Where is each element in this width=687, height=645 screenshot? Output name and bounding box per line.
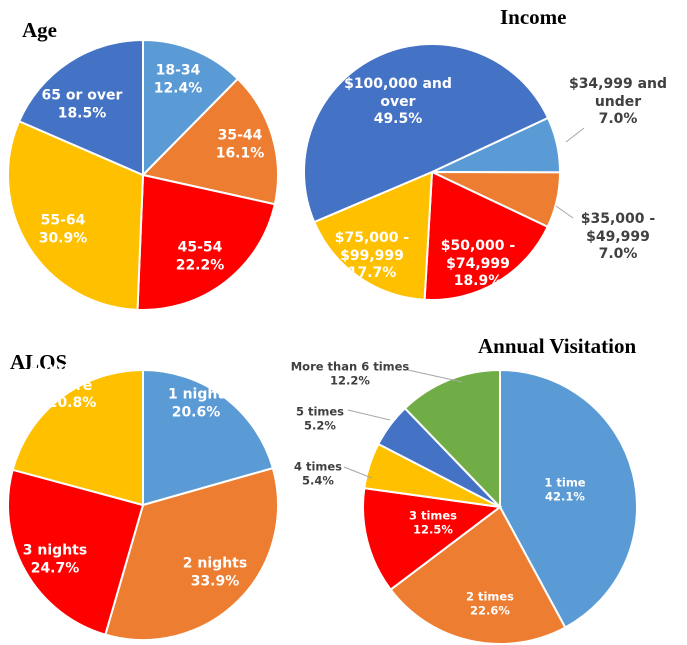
pie-slice xyxy=(403,368,501,510)
slice-label: 35-44 16.1% xyxy=(205,128,275,163)
pie-slice xyxy=(303,43,550,224)
slice-label: 2 times 22.6% xyxy=(460,590,520,619)
value-label: 16.1% xyxy=(215,145,265,161)
category-label: 2 nights xyxy=(182,555,248,572)
category-label: 4 nights or more xyxy=(29,359,115,394)
slice-label: $100,000 and over 49.5% xyxy=(333,76,463,129)
pie-slice xyxy=(7,119,145,311)
value-label: 12.5% xyxy=(413,523,453,537)
value-label: 49.5% xyxy=(373,110,423,127)
value-label: 18.9% xyxy=(453,272,503,289)
chart-title: Income xyxy=(500,5,567,29)
category-label: 45-54 xyxy=(177,239,223,256)
category-label: $75,000 - $99,999 xyxy=(334,229,410,264)
value-label: 12.2% xyxy=(330,374,370,388)
pie-slice xyxy=(11,368,144,507)
category-label: $34,999 and under xyxy=(568,75,668,110)
pie-slice xyxy=(499,368,638,629)
value-label: 24.7% xyxy=(30,560,80,576)
pie-slice xyxy=(141,77,279,206)
pie-slice xyxy=(362,486,503,592)
chart-title: Annual Visitation xyxy=(478,334,637,358)
category-label: 3 nights xyxy=(22,542,88,559)
slice-label: 2 nights 33.9% xyxy=(175,556,255,591)
value-label: 30.9% xyxy=(38,230,88,246)
slice-label: $75,000 - $99,999 17.7% xyxy=(327,230,417,283)
category-label: 1 night xyxy=(167,386,225,403)
slice-label: 1 time 42.1% xyxy=(535,476,595,505)
category-label: 18-34 xyxy=(155,62,201,79)
value-label: 5.2% xyxy=(304,419,336,433)
leader-line xyxy=(407,369,463,383)
chart-title: ALOS xyxy=(10,350,68,374)
pie-slice xyxy=(136,173,276,311)
category-label: 35-44 xyxy=(217,127,263,144)
value-label: 22.6% xyxy=(470,604,510,618)
slice-label: 3 nights 24.7% xyxy=(15,543,95,578)
slice-label: 1 night 20.6% xyxy=(161,387,231,422)
value-label: 20.8% xyxy=(47,394,97,411)
slice-label: 4 nights or more 20.8% xyxy=(27,360,117,413)
pie-slice xyxy=(389,505,567,645)
leader-line xyxy=(343,466,373,479)
slice-label: 4 times 5.4% xyxy=(288,460,348,489)
pie-slice xyxy=(104,466,279,641)
value-label: 42.1% xyxy=(545,490,585,504)
slice-label: $35,000 - $49,999 7.0% xyxy=(573,211,663,264)
chart-title: Age xyxy=(22,18,57,42)
category-label: 65 or over xyxy=(41,87,123,104)
category-label: 55-64 xyxy=(40,212,86,229)
value-label: 22.2% xyxy=(175,257,225,273)
category-label: More than 6 times xyxy=(290,359,410,374)
category-label: 4 times xyxy=(293,459,343,474)
pie-slice xyxy=(142,368,275,507)
value-label: 12.4% xyxy=(153,80,203,96)
value-label: 18.5% xyxy=(57,105,107,121)
leader-line xyxy=(347,409,391,421)
pie-slice xyxy=(423,170,550,301)
leader-line xyxy=(565,127,585,143)
slice-label: $50,000 - $74,999 18.9% xyxy=(433,238,523,291)
slice-label: 3 times 12.5% xyxy=(403,509,463,538)
value-label: 7.0% xyxy=(598,245,638,262)
slice-label: More than 6 times 12.2% xyxy=(280,360,420,389)
pie-slice xyxy=(17,38,144,177)
pie-slice xyxy=(142,38,240,178)
slice-label: $34,999 and under 7.0% xyxy=(568,76,668,129)
slice-label: 18-34 12.4% xyxy=(143,63,213,98)
leader-line xyxy=(555,205,574,219)
category-label: 1 time xyxy=(544,475,586,490)
category-label: $50,000 - $74,999 xyxy=(440,237,516,272)
slice-label: 55-64 30.9% xyxy=(28,213,98,248)
value-label: 17.7% xyxy=(347,264,397,281)
value-label: 33.9% xyxy=(190,573,240,589)
value-label: 7.0% xyxy=(598,110,638,127)
category-label: 3 times xyxy=(408,508,458,523)
category-label: $35,000 - $49,999 xyxy=(580,210,656,245)
slice-label: 5 times 5.2% xyxy=(290,405,350,434)
value-label: 20.6% xyxy=(171,404,221,420)
category-label: 2 times xyxy=(465,589,515,604)
slice-label: 65 or over 18.5% xyxy=(37,88,127,123)
slice-label: 45-54 22.2% xyxy=(165,240,235,275)
pie-slice xyxy=(312,170,434,301)
pie-slice xyxy=(7,468,145,636)
value-label: 5.4% xyxy=(302,474,334,488)
category-label: 5 times xyxy=(295,404,345,419)
category-label: $100,000 and over xyxy=(344,75,452,110)
